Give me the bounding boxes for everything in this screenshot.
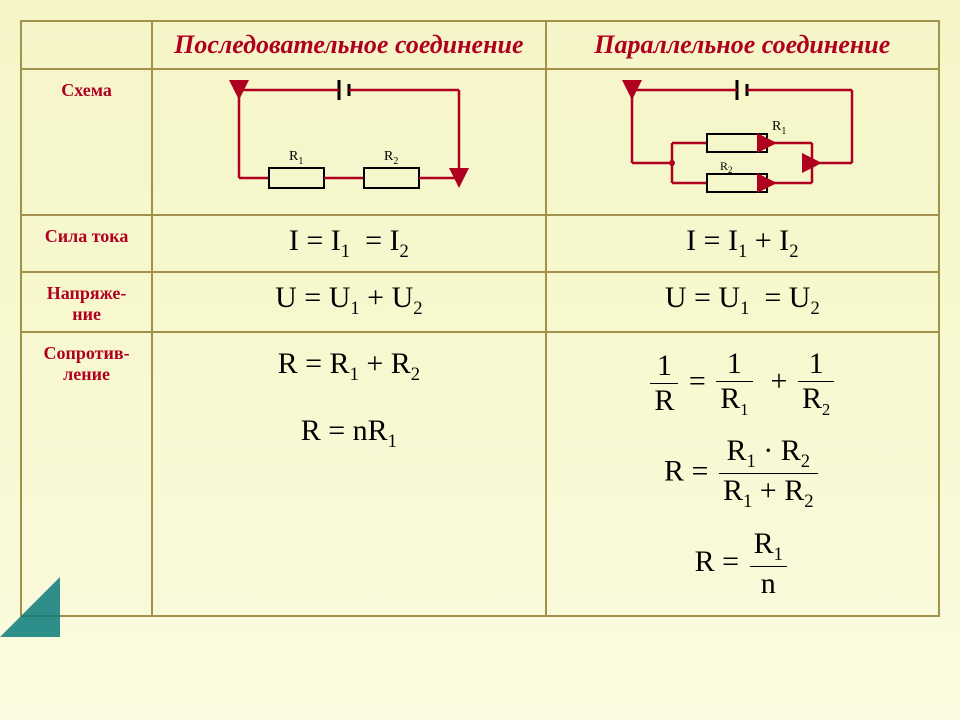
label-voltage: Напряже-ние <box>21 272 152 332</box>
connections-table: Последовательное соединение Параллельное… <box>20 20 940 617</box>
svg-text:R2: R2 <box>720 159 733 175</box>
parallel-circuit-diagram: R1 R2 <box>592 78 892 208</box>
svg-text:R1: R1 <box>772 119 786 137</box>
svg-text:R2: R2 <box>384 149 398 167</box>
label-current: Сила тока <box>21 215 152 272</box>
row-schema: Схема <box>21 69 939 215</box>
header-series: Последовательное соединение <box>152 21 545 69</box>
series-circuit-diagram: R1 R2 <box>199 78 499 208</box>
corner-accent <box>0 577 60 637</box>
series-voltage-formula: U = U1 + U2 <box>152 272 545 332</box>
row-current: Сила тока I = I1 = I2 I = I1 + I2 <box>21 215 939 272</box>
parallel-resistance-formula: 1R = 1R1 + 1R2 R = R1 · R2 R1 + R2 R = R… <box>546 332 939 616</box>
header-parallel: Параллельное соединение <box>546 21 939 69</box>
parallel-voltage-formula: U = U1 = U2 <box>546 272 939 332</box>
row-voltage: Напряже-ние U = U1 + U2 U = U1 = U2 <box>21 272 939 332</box>
header-row: Последовательное соединение Параллельное… <box>21 21 939 69</box>
series-resistance-formula: R = R1 + R2 R = nR1 <box>152 332 545 616</box>
header-blank <box>21 21 152 69</box>
series-circuit-cell: R1 R2 <box>152 69 545 215</box>
row-resistance: Сопротив-ление R = R1 + R2 R = nR1 1R = … <box>21 332 939 616</box>
series-current-formula: I = I1 = I2 <box>152 215 545 272</box>
parallel-circuit-cell: R1 R2 <box>546 69 939 215</box>
svg-text:R1: R1 <box>289 149 303 167</box>
parallel-current-formula: I = I1 + I2 <box>546 215 939 272</box>
table-wrapper: Последовательное соединение Параллельное… <box>20 20 940 617</box>
label-resistance: Сопротив-ление <box>21 332 152 616</box>
label-schema: Схема <box>21 69 152 215</box>
